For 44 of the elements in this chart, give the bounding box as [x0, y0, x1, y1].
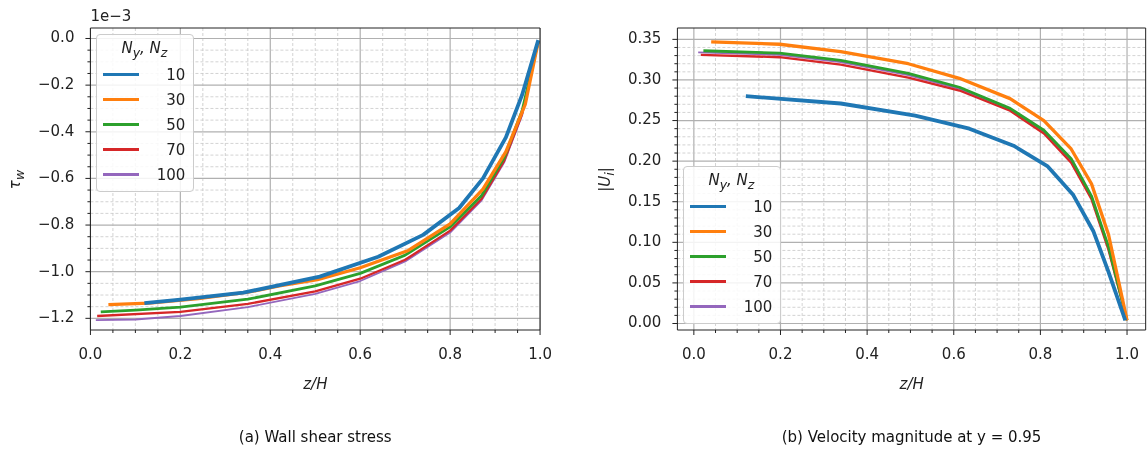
legend-label: 10: [752, 197, 773, 216]
y-tick-label: 0.25: [627, 110, 662, 129]
y-tick-label: 0.20: [627, 151, 662, 170]
legend-label: 70: [165, 140, 186, 159]
legend-label: 50: [752, 247, 773, 266]
y-tick-label: 0.0: [50, 28, 75, 47]
y-tick-label: 0.05: [627, 272, 662, 291]
text: 1e−3: [90, 7, 132, 26]
x-tick-label: 0.8: [1028, 344, 1053, 363]
x-tick-label: 0.6: [941, 344, 966, 363]
y-tick-label: −0.8: [37, 214, 75, 233]
y-tick-label: −1.0: [37, 261, 75, 280]
x-tick-label: 0.0: [681, 344, 706, 363]
x-tick-label: 1.0: [528, 344, 552, 363]
y-tick-label: 0.10: [627, 232, 662, 251]
legend-label: 30: [165, 90, 186, 109]
x-tick-label: 0.4: [258, 344, 283, 363]
x-tick-label: 0.2: [768, 344, 793, 363]
x-tick-label: 0.4: [855, 344, 880, 363]
x-tick-label: 0.6: [348, 344, 373, 363]
x-axis-title: z/H: [899, 375, 924, 393]
y-tick-label: 0.30: [627, 69, 662, 88]
x-tick-label: 1.0: [1115, 344, 1139, 363]
y-tick-label: 0.35: [627, 29, 662, 48]
x-tick-label: 0.0: [78, 344, 103, 363]
legend-label: 100: [155, 165, 186, 184]
x-axis-title: z/H: [303, 375, 328, 393]
legend-label: 50: [165, 115, 186, 134]
y-tick-label: 0.15: [627, 191, 662, 210]
legend-title: N$_{y}$, N$_{z}$: [707, 171, 756, 192]
y-tick-label: −0.2: [37, 75, 75, 94]
legend-label: 100: [742, 297, 773, 316]
legend-label: 70: [752, 272, 773, 291]
x-tick-label: 0.2: [168, 344, 193, 363]
legend-title: N$_{y}$, N$_{z}$: [120, 39, 169, 60]
legend-label: 10: [165, 65, 186, 84]
y-tick-label: −0.6: [37, 168, 75, 187]
legend-label: 30: [752, 222, 773, 241]
x-tick-label: 0.8: [438, 344, 463, 363]
y-tick-label: −1.2: [37, 308, 75, 327]
text: (a) Wall shear stress: [237, 428, 393, 446]
text: (b) Velocity magnitude at y = 0.95: [780, 428, 1043, 446]
y-tick-label: 0.00: [627, 313, 662, 332]
y-tick-label: −0.4: [37, 121, 75, 140]
